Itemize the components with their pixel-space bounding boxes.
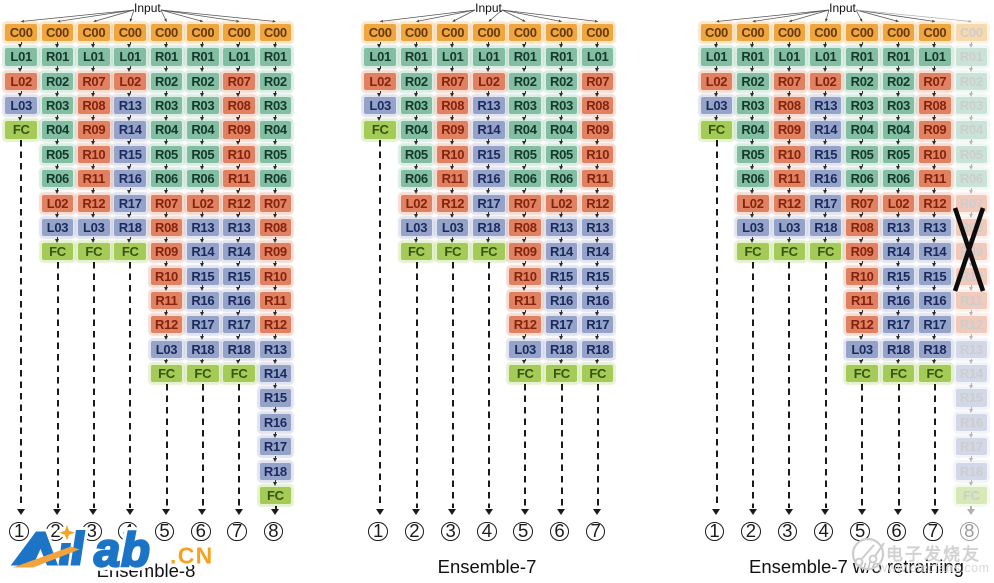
- svg-text:ab: ab: [94, 523, 151, 576]
- svg-text:ab: ab: [94, 523, 151, 576]
- svg-text:.CN: .CN: [170, 543, 214, 569]
- svg-text:.CN: .CN: [170, 543, 214, 569]
